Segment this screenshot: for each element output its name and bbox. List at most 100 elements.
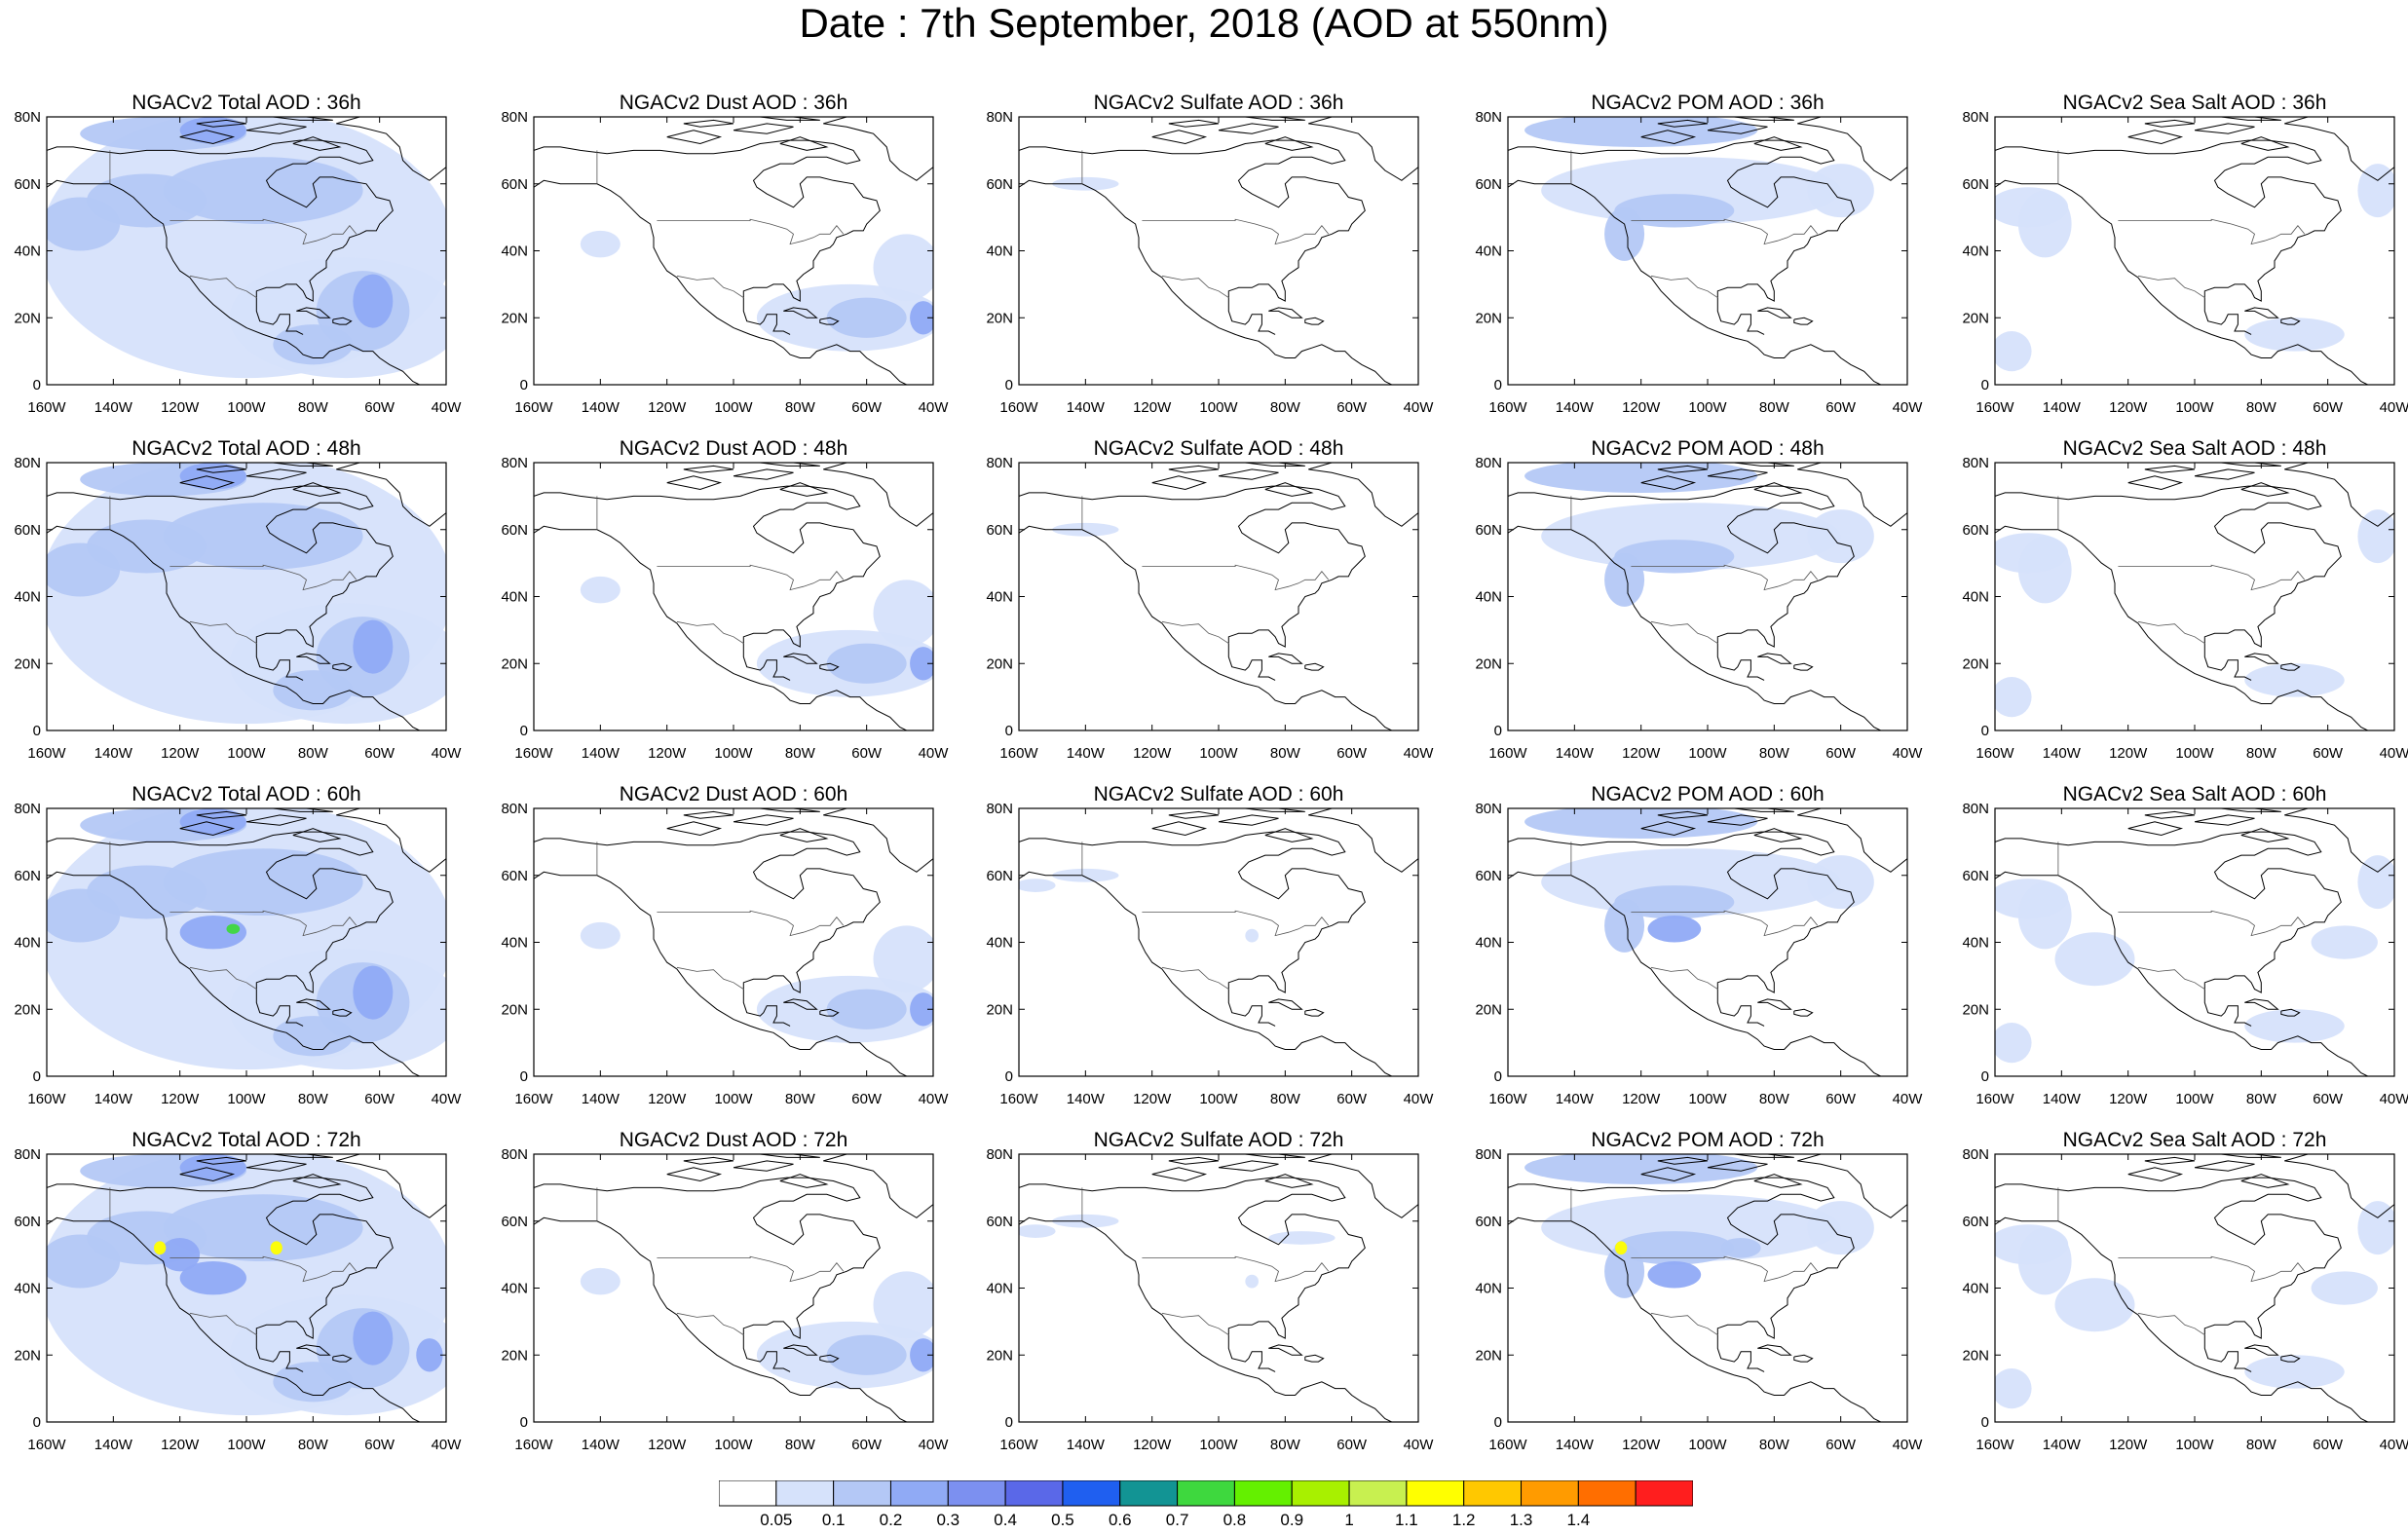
colorbar-box bbox=[833, 1479, 891, 1507]
x-tick-label: 120W bbox=[1133, 1437, 1172, 1453]
x-tick-label: 40W bbox=[432, 399, 463, 416]
aod-patch bbox=[826, 989, 907, 1029]
aod-patch bbox=[2244, 1009, 2345, 1043]
aod-patch bbox=[47, 543, 121, 597]
aod-field bbox=[534, 1154, 933, 1422]
x-tick-label: 40W bbox=[2380, 745, 2408, 762]
x-tick-label: 160W bbox=[1488, 399, 1527, 416]
y-tick-label: 80N bbox=[986, 109, 1013, 126]
aod-patch bbox=[179, 808, 246, 836]
x-tick-label: 40W bbox=[432, 1437, 463, 1453]
y-tick-label: 80N bbox=[501, 1146, 528, 1163]
colorbar-label: 0.8 bbox=[1223, 1511, 1247, 1529]
coastlines bbox=[1995, 463, 2394, 730]
x-tick-label: 100W bbox=[1688, 399, 1727, 416]
y-tick-label: 0 bbox=[1981, 377, 1989, 393]
x-tick-label: 160W bbox=[1975, 399, 2014, 416]
x-tick-label: 140W bbox=[2043, 745, 2082, 762]
x-tick-label: 60W bbox=[1336, 745, 1368, 762]
panel-title: NGACv2 POM AOD : 72h bbox=[1591, 1129, 1825, 1151]
map-plot: 160W 140W 120W 100W 80W 60W 40W 0 20N 40N 60N 80N bbox=[1475, 455, 1923, 762]
map-panel-pom-1: NGACv2 POM AOD : 36h 160W 140W 120W 100W 80W 6… bbox=[1461, 90, 1948, 416]
aod-patch bbox=[580, 1267, 621, 1295]
y-tick-label: 60N bbox=[986, 176, 1013, 193]
map-panel-dust-1: NGACv2 Dust AOD : 36h 160W 140W 120W 100W 80W… bbox=[487, 90, 974, 416]
colorbar-label: 0.3 bbox=[936, 1511, 959, 1529]
aod-patch bbox=[154, 1241, 167, 1255]
x-tick-label: 60W bbox=[1336, 1437, 1368, 1453]
aod-patch bbox=[416, 1338, 443, 1372]
x-tick-label: 60W bbox=[2313, 399, 2344, 416]
aod-patch bbox=[1052, 176, 1119, 191]
x-tick-label: 100W bbox=[2175, 1091, 2214, 1107]
y-tick-label: 40N bbox=[501, 589, 528, 606]
map-plot: 160W 140W 120W 100W 80W 60W 40W 0 20N 40N 60N 80N bbox=[14, 109, 463, 416]
x-tick-label: 120W bbox=[161, 1091, 200, 1107]
map-panel-sulfate-2: NGACv2 Sulfate AOD : 48h 160W 140W 120W 100W… bbox=[972, 435, 1459, 762]
x-tick-label: 40W bbox=[2380, 1091, 2408, 1107]
x-tick-label: 40W bbox=[1404, 1091, 1435, 1107]
y-tick-label: 20N bbox=[986, 310, 1013, 326]
aod-patch bbox=[1807, 855, 1874, 910]
colorbar-label: 0.9 bbox=[1280, 1511, 1303, 1529]
x-tick-label: 100W bbox=[2175, 399, 2214, 416]
map-plot: 160W 140W 120W 100W 80W 60W 40W 0 20N 40N 60N 80N bbox=[1962, 455, 2408, 762]
aod-patch bbox=[1995, 677, 2032, 718]
y-tick-label: 40N bbox=[1475, 1281, 1502, 1297]
x-tick-label: 60W bbox=[1825, 399, 1857, 416]
political-borders bbox=[596, 842, 845, 990]
political-borders bbox=[596, 496, 845, 644]
y-tick-label: 40N bbox=[1962, 243, 1989, 260]
y-tick-label: 40N bbox=[14, 589, 41, 606]
x-tick-label: 160W bbox=[27, 399, 66, 416]
aod-patch bbox=[179, 463, 246, 490]
y-tick-label: 80N bbox=[501, 109, 528, 126]
colorbar-label: 1 bbox=[1344, 1511, 1353, 1529]
y-tick-label: 40N bbox=[986, 243, 1013, 260]
x-tick-label: 160W bbox=[999, 1091, 1038, 1107]
aod-patch bbox=[1995, 1023, 2032, 1064]
x-tick-label: 80W bbox=[1759, 1091, 1790, 1107]
x-tick-label: 100W bbox=[714, 399, 753, 416]
y-tick-label: 40N bbox=[501, 1281, 528, 1297]
aod-patch bbox=[2311, 925, 2378, 959]
x-tick-label: 80W bbox=[1270, 399, 1301, 416]
x-tick-label: 140W bbox=[1556, 1437, 1595, 1453]
aod-patch bbox=[179, 117, 246, 144]
panel-title: NGACv2 Total AOD : 48h bbox=[132, 437, 361, 460]
aod-patch bbox=[273, 324, 354, 365]
aod-patch bbox=[1995, 1368, 2032, 1409]
x-tick-label: 140W bbox=[94, 1437, 133, 1453]
aod-patch bbox=[2054, 1278, 2135, 1332]
coastlines bbox=[47, 117, 446, 385]
x-tick-label: 100W bbox=[227, 1091, 266, 1107]
x-tick-label: 40W bbox=[1893, 1091, 1924, 1107]
x-tick-label: 140W bbox=[1556, 1091, 1595, 1107]
aod-field bbox=[534, 117, 933, 385]
x-tick-label: 60W bbox=[1825, 745, 1857, 762]
y-tick-label: 60N bbox=[1962, 1214, 1989, 1230]
colorbar-box bbox=[1521, 1479, 1579, 1507]
aod-patch bbox=[2357, 855, 2394, 910]
y-tick-label: 20N bbox=[14, 1001, 41, 1018]
y-tick-label: 80N bbox=[986, 1146, 1013, 1163]
y-tick-label: 0 bbox=[1005, 1068, 1013, 1085]
y-tick-label: 60N bbox=[986, 868, 1013, 884]
x-tick-label: 160W bbox=[1975, 1437, 2014, 1453]
aod-patch bbox=[1807, 164, 1874, 218]
x-tick-label: 60W bbox=[1825, 1091, 1857, 1107]
coastlines bbox=[1995, 808, 2394, 1076]
aod-patch bbox=[179, 916, 246, 950]
aod-patch bbox=[1019, 1224, 1056, 1238]
coastlines bbox=[534, 1154, 933, 1422]
coastlines bbox=[1019, 1154, 1418, 1422]
aod-patch bbox=[2357, 509, 2394, 564]
colorbar-box bbox=[718, 1479, 777, 1507]
y-tick-label: 40N bbox=[501, 935, 528, 952]
colorbar-box bbox=[1291, 1479, 1350, 1507]
x-tick-label: 80W bbox=[298, 1091, 329, 1107]
x-tick-label: 100W bbox=[1688, 1091, 1727, 1107]
colorbar-label: 0.1 bbox=[822, 1511, 846, 1529]
aod-patch bbox=[873, 925, 933, 993]
